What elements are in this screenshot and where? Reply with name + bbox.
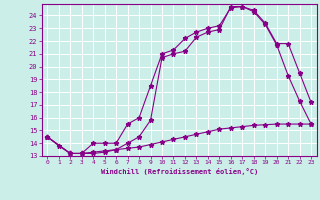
- X-axis label: Windchill (Refroidissement éolien,°C): Windchill (Refroidissement éolien,°C): [100, 168, 258, 175]
